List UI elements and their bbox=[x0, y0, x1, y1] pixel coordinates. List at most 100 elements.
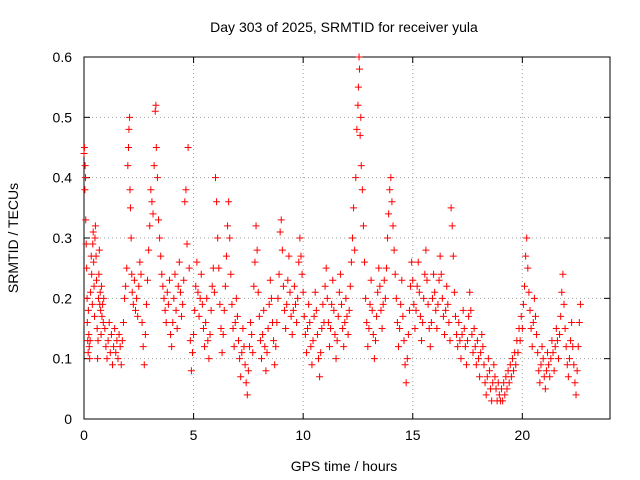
data-point bbox=[155, 216, 163, 224]
data-point bbox=[368, 306, 376, 314]
data-point bbox=[122, 282, 130, 290]
data-point bbox=[398, 276, 406, 284]
data-point bbox=[431, 288, 439, 296]
data-point bbox=[311, 288, 319, 296]
data-point bbox=[80, 144, 88, 151]
data-point bbox=[342, 294, 350, 302]
data-point bbox=[343, 312, 351, 320]
data-point bbox=[364, 343, 372, 351]
data-point bbox=[575, 318, 583, 326]
data-point bbox=[129, 300, 137, 308]
data-point bbox=[485, 367, 493, 375]
data-point bbox=[267, 294, 275, 302]
data-point bbox=[357, 113, 365, 121]
data-point bbox=[127, 234, 135, 242]
data-point bbox=[347, 258, 355, 266]
data-point bbox=[480, 361, 488, 369]
data-point bbox=[355, 53, 363, 61]
data-point bbox=[522, 252, 530, 260]
data-point bbox=[152, 101, 160, 109]
data-point bbox=[451, 312, 459, 320]
data-point bbox=[95, 246, 103, 254]
data-point bbox=[551, 343, 559, 351]
data-point bbox=[390, 246, 398, 254]
data-point bbox=[313, 331, 321, 339]
data-point bbox=[172, 306, 180, 314]
data-point bbox=[86, 355, 94, 363]
data-point bbox=[334, 312, 342, 320]
data-point bbox=[549, 349, 557, 357]
data-point bbox=[126, 186, 134, 194]
data-point bbox=[399, 312, 407, 320]
data-point bbox=[338, 300, 346, 308]
data-point bbox=[527, 325, 535, 332]
data-point bbox=[277, 216, 285, 224]
data-point bbox=[107, 331, 115, 339]
data-point bbox=[361, 258, 369, 266]
data-point bbox=[289, 306, 297, 314]
data-point bbox=[317, 349, 325, 357]
data-point bbox=[85, 343, 93, 351]
data-point bbox=[523, 234, 531, 242]
data-point bbox=[80, 150, 88, 158]
data-point bbox=[207, 306, 215, 314]
data-point bbox=[346, 282, 354, 290]
data-point bbox=[563, 361, 571, 369]
data-point bbox=[401, 361, 409, 369]
x-axis-label: GPS time / hours bbox=[291, 458, 398, 474]
data-point bbox=[439, 312, 447, 320]
data-point bbox=[272, 343, 280, 351]
data-point bbox=[230, 343, 238, 351]
data-point bbox=[539, 355, 547, 363]
data-point bbox=[350, 204, 358, 212]
data-point bbox=[411, 325, 419, 332]
data-point bbox=[310, 312, 318, 320]
y-tick-label: 0.2 bbox=[53, 290, 73, 306]
data-point bbox=[430, 270, 438, 278]
data-point bbox=[193, 258, 201, 266]
data-point bbox=[88, 300, 96, 308]
data-point bbox=[351, 246, 359, 254]
data-point bbox=[126, 113, 134, 121]
data-point bbox=[325, 343, 333, 351]
data-point bbox=[541, 385, 549, 393]
data-point bbox=[530, 294, 538, 302]
data-point bbox=[161, 306, 169, 314]
data-point bbox=[576, 300, 584, 308]
data-point bbox=[438, 294, 446, 302]
data-point bbox=[92, 276, 100, 284]
data-point bbox=[449, 252, 457, 260]
data-point bbox=[397, 300, 405, 308]
data-point bbox=[421, 270, 429, 278]
data-point bbox=[81, 186, 89, 194]
data-point bbox=[385, 210, 393, 218]
data-point bbox=[253, 246, 261, 254]
data-point bbox=[336, 270, 344, 278]
data-point bbox=[86, 337, 94, 345]
data-point bbox=[392, 294, 400, 302]
data-point bbox=[554, 355, 562, 363]
data-point bbox=[331, 331, 339, 339]
data-point bbox=[415, 288, 423, 296]
data-point bbox=[467, 306, 475, 314]
data-point bbox=[192, 282, 200, 290]
data-point bbox=[287, 312, 295, 320]
data-point bbox=[436, 252, 444, 260]
data-point bbox=[456, 337, 464, 345]
data-point bbox=[538, 343, 546, 351]
data-point bbox=[117, 361, 125, 369]
data-point bbox=[167, 331, 175, 339]
data-point bbox=[124, 162, 132, 170]
data-point bbox=[501, 391, 509, 399]
data-point bbox=[565, 355, 573, 363]
data-point bbox=[196, 294, 204, 302]
data-point bbox=[83, 318, 91, 326]
data-point bbox=[333, 337, 341, 345]
data-point bbox=[499, 397, 507, 405]
data-point bbox=[179, 300, 187, 308]
data-point bbox=[374, 288, 382, 296]
data-point bbox=[158, 270, 166, 278]
data-point bbox=[99, 300, 107, 308]
data-point bbox=[519, 300, 527, 308]
